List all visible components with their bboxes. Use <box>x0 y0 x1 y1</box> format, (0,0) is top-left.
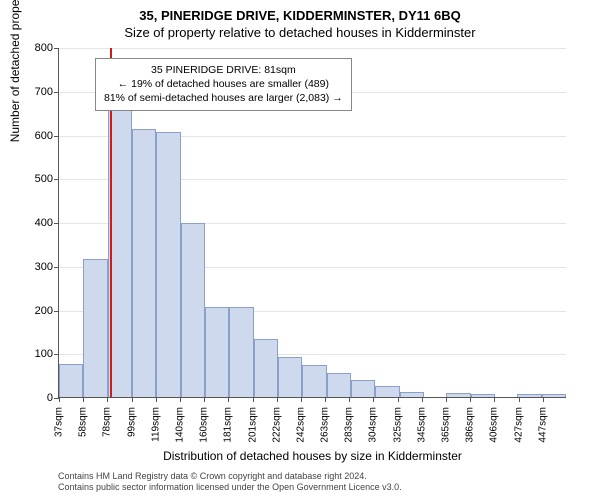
histogram-bar <box>83 259 107 397</box>
xtick-mark <box>204 397 205 402</box>
ytick-label: 600 <box>35 130 53 142</box>
xtick-label: 304sqm <box>368 407 379 443</box>
attribution-footer: Contains HM Land Registry data © Crown c… <box>58 471 402 494</box>
xtick-label: 283sqm <box>344 407 355 443</box>
ytick-label: 100 <box>35 348 53 360</box>
xtick-mark <box>132 397 133 402</box>
ytick-label: 200 <box>35 305 53 317</box>
title-secondary: Size of property relative to detached ho… <box>0 23 600 40</box>
histogram-bar <box>400 392 424 397</box>
xtick-mark <box>107 397 108 402</box>
annotation-line1: 35 PINERIDGE DRIVE: 81sqm <box>104 63 343 77</box>
xtick-mark <box>519 397 520 402</box>
annotation-box: 35 PINERIDGE DRIVE: 81sqm← 19% of detach… <box>95 58 352 111</box>
xtick-label: 119sqm <box>150 407 161 442</box>
xtick-label: 386sqm <box>465 407 476 443</box>
xtick-mark <box>373 397 374 402</box>
ytick-label: 700 <box>35 86 53 98</box>
ytick-label: 400 <box>35 217 53 229</box>
xtick-label: 406sqm <box>489 407 500 443</box>
xtick-label: 201sqm <box>247 407 258 443</box>
xtick-mark <box>398 397 399 402</box>
xtick-label: 99sqm <box>126 407 137 437</box>
xtick-label: 427sqm <box>513 407 524 443</box>
xtick-label: 263sqm <box>320 407 331 443</box>
xtick-mark <box>494 397 495 402</box>
histogram-bar <box>351 380 375 397</box>
histogram-bar <box>302 365 326 397</box>
xtick-mark <box>228 397 229 402</box>
histogram-bar <box>278 357 302 397</box>
histogram-bar <box>205 307 229 397</box>
xtick-mark <box>156 397 157 402</box>
xtick-label: 222sqm <box>271 407 282 443</box>
chart-plot-area: Distribution of detached houses by size … <box>58 48 566 398</box>
xtick-label: 345sqm <box>416 407 427 443</box>
xtick-mark <box>349 397 350 402</box>
histogram-bar <box>517 394 541 397</box>
ytick-label: 500 <box>35 173 53 185</box>
xtick-mark <box>277 397 278 402</box>
xtick-label: 58sqm <box>78 407 89 437</box>
ytick-label: 300 <box>35 261 53 273</box>
xtick-mark <box>543 397 544 402</box>
xtick-mark <box>422 397 423 402</box>
xtick-mark <box>83 397 84 402</box>
xtick-mark <box>470 397 471 402</box>
footer-line2: Contains public sector information licen… <box>58 482 402 494</box>
histogram-bar <box>254 339 278 397</box>
xtick-label: 325sqm <box>392 407 403 443</box>
histogram-bar <box>156 132 180 397</box>
xtick-label: 242sqm <box>295 407 306 443</box>
xtick-label: 365sqm <box>441 407 452 443</box>
xtick-label: 78sqm <box>102 407 113 437</box>
x-axis-label: Distribution of detached houses by size … <box>59 449 566 463</box>
histogram-bar <box>542 394 566 397</box>
title-primary: 35, PINERIDGE DRIVE, KIDDERMINSTER, DY11… <box>0 0 600 23</box>
annotation-line2: ← 19% of detached houses are smaller (48… <box>104 77 343 91</box>
histogram-bar <box>229 307 253 397</box>
xtick-mark <box>253 397 254 402</box>
xtick-label: 160sqm <box>199 407 210 443</box>
histogram-bar <box>375 386 399 397</box>
footer-line1: Contains HM Land Registry data © Crown c… <box>58 471 402 483</box>
histogram-bar <box>327 373 351 397</box>
xtick-label: 447sqm <box>537 407 548 443</box>
histogram-bar <box>59 364 83 397</box>
ytick-label: 800 <box>35 42 53 54</box>
histogram-bar <box>132 129 156 397</box>
xtick-label: 140sqm <box>174 407 185 443</box>
y-axis-label: Number of detached properties <box>8 0 22 142</box>
ytick-label: 0 <box>47 392 53 404</box>
xtick-mark <box>59 397 60 402</box>
xtick-mark <box>301 397 302 402</box>
annotation-line3: 81% of semi-detached houses are larger (… <box>104 91 343 105</box>
xtick-label: 37sqm <box>54 407 65 437</box>
chart-container: 35, PINERIDGE DRIVE, KIDDERMINSTER, DY11… <box>0 0 600 500</box>
xtick-label: 181sqm <box>223 407 234 443</box>
xtick-mark <box>325 397 326 402</box>
xtick-mark <box>180 397 181 402</box>
histogram-bar <box>471 394 495 397</box>
histogram-bar <box>181 223 205 397</box>
xtick-mark <box>446 397 447 402</box>
histogram-bar <box>446 393 470 397</box>
